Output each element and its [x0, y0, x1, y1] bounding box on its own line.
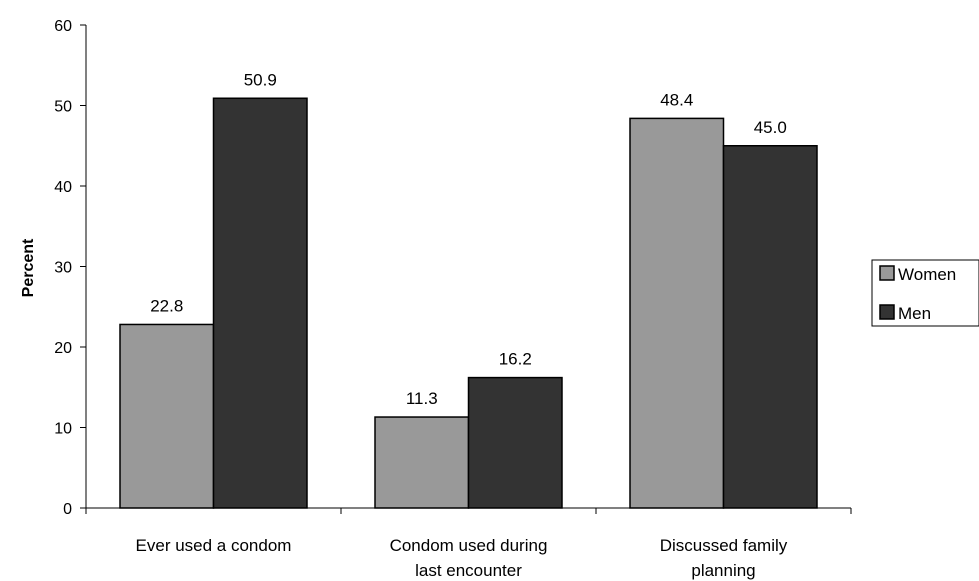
bar-men	[722, 145, 818, 509]
data-label-men: 16.2	[499, 350, 532, 369]
legend-swatch-men	[879, 304, 895, 320]
data-label-men: 45.0	[754, 118, 787, 137]
bar-women	[119, 323, 215, 509]
bar-women	[629, 117, 725, 509]
data-label-men: 50.9	[244, 70, 277, 89]
bar-men	[467, 376, 563, 509]
legend-label-women: Women	[898, 265, 956, 284]
bar-men	[212, 97, 308, 509]
data-labels: 22.8 50.9 11.3 16.2 48.4 45.0	[150, 70, 787, 408]
legend-swatch-women	[879, 265, 895, 281]
y-tick-label: 30	[54, 260, 72, 277]
y-tick-label: 20	[54, 340, 72, 357]
x-axis: Ever used a condom Condom used during last…	[85, 507, 852, 580]
category-label: Ever used a condom	[136, 536, 292, 555]
y-tick-label: 10	[54, 421, 72, 438]
y-axis-title: Percent	[20, 238, 37, 297]
data-label-women: 22.8	[150, 296, 183, 315]
bar-women	[374, 416, 470, 509]
y-axis: 0 10 20 30 40 50 60	[54, 18, 87, 518]
y-tick-label: 50	[54, 99, 72, 116]
category-label: Discussed family planning	[660, 536, 788, 580]
data-label-women: 11.3	[406, 389, 438, 408]
legend: Women Men	[871, 259, 979, 327]
bars	[119, 97, 818, 509]
legend-label-men: Men	[898, 304, 931, 323]
y-tick-label: 40	[54, 179, 72, 196]
y-tick-label: 0	[63, 501, 72, 518]
data-label-women: 48.4	[660, 90, 693, 109]
category-label: Condom used during last encounter	[390, 536, 548, 580]
y-tick-label: 60	[54, 18, 72, 35]
